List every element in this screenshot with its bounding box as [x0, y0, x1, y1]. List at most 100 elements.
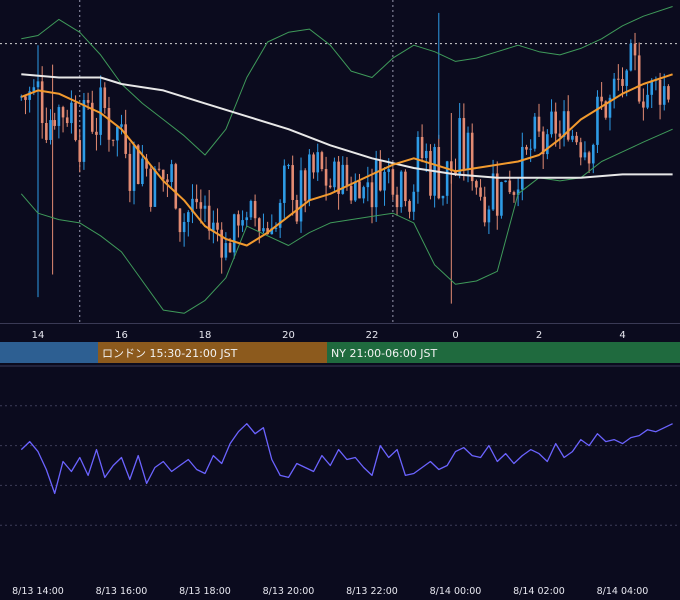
candle-body — [558, 133, 562, 137]
candle-body — [249, 201, 253, 218]
candle-body — [157, 168, 161, 170]
candle-body — [391, 169, 395, 195]
candle-body — [579, 142, 583, 158]
candle-body — [541, 131, 545, 155]
candle-body — [658, 79, 662, 105]
session-label: NY 21:00-06:00 JST — [331, 347, 438, 360]
candle-body — [232, 214, 236, 253]
candle-body — [358, 181, 361, 199]
candle-body — [379, 160, 382, 191]
candle-body — [395, 194, 399, 208]
candle-body — [646, 94, 649, 108]
candle-body — [617, 78, 620, 80]
candle-body — [333, 161, 336, 188]
candle-body — [170, 164, 173, 183]
candle-body — [107, 107, 111, 140]
price-x-tick-label: 2 — [536, 330, 542, 341]
session-label: ロンドン 15:30-21:00 JST — [102, 347, 238, 360]
candle-body — [587, 152, 591, 164]
candle-body — [487, 209, 491, 223]
candle-body — [512, 192, 516, 195]
candle-body — [441, 195, 445, 199]
session-segment-1 — [98, 342, 327, 363]
candle-body — [53, 120, 56, 126]
candle-body — [374, 160, 378, 208]
candle-body — [220, 229, 223, 258]
candle-body — [270, 228, 274, 235]
candle-body — [111, 139, 115, 141]
candle-body — [650, 80, 654, 95]
candle-body — [637, 55, 641, 102]
candle-body — [500, 182, 503, 216]
candle-body — [412, 191, 416, 212]
bollinger-upper-line — [21, 6, 673, 156]
candle-body — [383, 171, 386, 191]
candle-body — [166, 179, 169, 183]
candle-body — [491, 173, 495, 210]
candle-body — [596, 96, 599, 145]
candle-body — [408, 201, 411, 212]
candle-body — [399, 171, 403, 208]
candle-body — [479, 187, 482, 197]
candle-body — [95, 131, 98, 135]
oscillator-x-tick-label: 8/14 02:00 — [513, 586, 565, 597]
candle-body — [149, 168, 153, 207]
candle-body — [621, 79, 624, 86]
candle-body — [74, 102, 77, 141]
price-x-tick-label: 16 — [115, 330, 128, 341]
candle-body — [604, 101, 608, 118]
candle-body — [612, 78, 616, 98]
candle-body — [345, 164, 349, 186]
candle-body — [120, 124, 123, 127]
session-bar: ロンドン 15:30-21:00 JST NY 21:00-06:00 JST — [0, 342, 680, 363]
candle-body — [237, 214, 240, 226]
candle-body — [291, 165, 294, 200]
candle-body — [278, 202, 282, 228]
oscillator-x-tick-label: 8/14 00:00 — [430, 586, 482, 597]
candle-body — [366, 182, 370, 188]
candle-body — [57, 107, 61, 126]
candle-body — [141, 158, 144, 185]
candle-body — [504, 180, 507, 183]
candle-body — [337, 161, 340, 194]
candle-body — [583, 152, 587, 158]
candle-body — [533, 116, 537, 149]
oscillator-time-axis: 8/13 14:00 8/13 16:00 8/13 18:00 8/13 20:00… — [12, 586, 648, 597]
candle-body — [195, 198, 198, 203]
short-moving-average-line — [20, 73, 673, 247]
candle-body — [203, 205, 207, 209]
candle-body — [566, 111, 570, 140]
candle-body — [571, 135, 574, 140]
candle-body — [667, 86, 670, 100]
candle-body — [420, 136, 424, 159]
candle-body — [299, 170, 303, 222]
candle-body — [241, 220, 244, 226]
price-x-tick-label: 4 — [619, 330, 625, 341]
oscillator-x-tick-label: 8/14 04:00 — [597, 586, 649, 597]
candle-body — [562, 111, 566, 137]
price-x-tick-label: 14 — [32, 330, 45, 341]
candle-body — [537, 116, 541, 132]
candle-body — [466, 132, 470, 170]
candle-body — [625, 70, 628, 86]
price-x-tick-label: 0 — [452, 330, 458, 341]
candle-body — [191, 198, 194, 213]
oscillator-line — [20, 423, 673, 495]
candle-body — [161, 169, 165, 180]
candle-body — [554, 111, 557, 134]
candle-body — [70, 102, 73, 124]
bollinger-lower-line — [20, 128, 673, 314]
candle-body — [20, 96, 23, 98]
candle-body — [207, 205, 211, 231]
candle-body — [178, 208, 182, 233]
candle-body — [253, 201, 257, 219]
candle-body — [629, 43, 633, 71]
oscillator-panel — [0, 365, 680, 526]
candle-body — [103, 87, 107, 108]
candle-body — [153, 168, 157, 207]
candle-body — [370, 182, 374, 208]
price-time-axis: 14 16 18 20 22 0 2 4 — [32, 330, 626, 341]
price-panel — [0, 0, 680, 324]
candle-body — [633, 43, 637, 56]
candle-body — [145, 158, 148, 169]
